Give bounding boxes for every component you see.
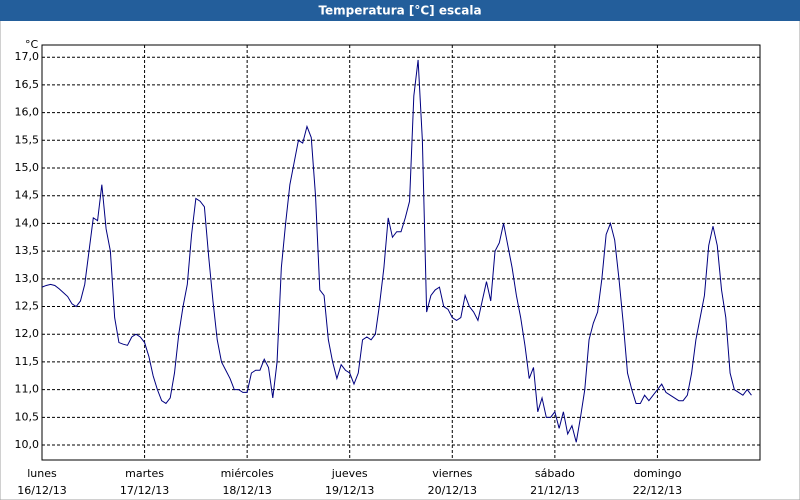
chart-title: Temperatura [°C] escala <box>318 4 481 18</box>
data-line <box>41 59 752 443</box>
y-tick-label: 10,0 <box>15 438 40 451</box>
y-tick-label: 13,5 <box>15 244 40 257</box>
x-tick-label: domingo <box>633 467 681 480</box>
x-tick-label: jueves <box>331 467 368 480</box>
x-tick-date: 20/12/13 <box>428 484 477 497</box>
y-tick-label: 10,5 <box>15 410 40 423</box>
x-tick-date: 21/12/13 <box>530 484 579 497</box>
x-tick-date: 16/12/13 <box>17 484 66 497</box>
plot-area <box>41 44 761 461</box>
y-tick-label: 12,5 <box>15 300 40 313</box>
x-tick-label: martes <box>125 467 164 480</box>
x-tick-date: 19/12/13 <box>325 484 374 497</box>
x-tick-label: sábado <box>535 467 575 480</box>
x-tick-label: miércoles <box>221 467 274 480</box>
x-tick-label: viernes <box>432 467 472 480</box>
y-tick-label: 14,5 <box>15 189 40 202</box>
y-tick-label: 11,5 <box>15 355 40 368</box>
x-tick-label: lunes <box>27 467 57 480</box>
y-tick-label: 12,0 <box>15 327 40 340</box>
y-tick-label: 15,0 <box>15 161 40 174</box>
y-tick-label: 14,0 <box>15 216 40 229</box>
y-tick-label: 17,0 <box>15 50 40 63</box>
y-tick-label: 16,5 <box>15 78 40 91</box>
x-tick-date: 22/12/13 <box>633 484 682 497</box>
x-tick-date: 18/12/13 <box>222 484 271 497</box>
y-tick-label: 16,0 <box>15 106 40 119</box>
y-axis-label: °C <box>25 38 39 51</box>
y-tick-label: 13,0 <box>15 272 40 285</box>
x-tick-date: 17/12/13 <box>120 484 169 497</box>
title-bar <box>0 0 800 21</box>
y-tick-label: 15,5 <box>15 133 40 146</box>
y-tick-label: 11,0 <box>15 383 40 396</box>
